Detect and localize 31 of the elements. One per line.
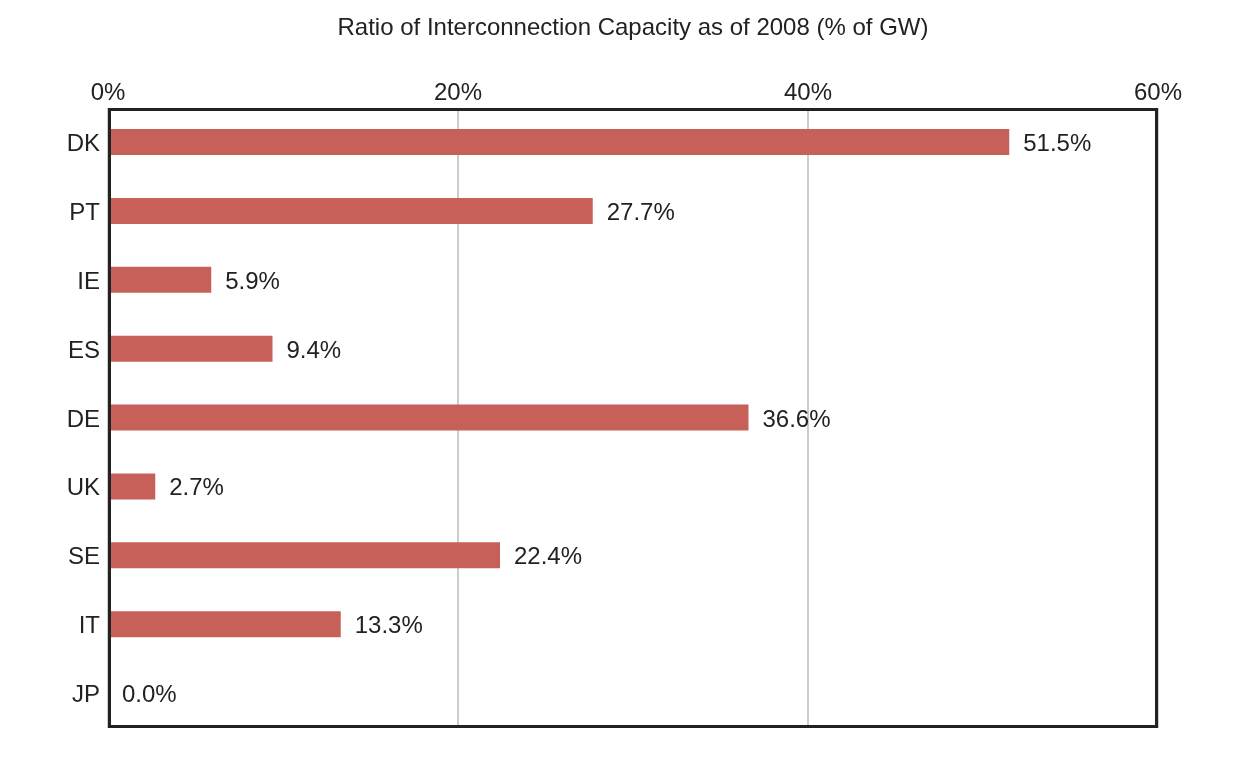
y-tick-label: DE bbox=[66, 404, 100, 432]
bar bbox=[108, 611, 341, 638]
data-label: 27.7% bbox=[606, 197, 675, 225]
bar bbox=[108, 335, 273, 362]
x-axis-title: Ratio of Interconnection Capacity as of 2008 (% of GW) bbox=[337, 13, 929, 41]
data-label: 5.9% bbox=[225, 266, 280, 294]
x-tick-label: 20% bbox=[433, 78, 483, 105]
bar bbox=[108, 542, 500, 569]
bar bbox=[108, 404, 749, 431]
y-tick-label: PT bbox=[69, 197, 101, 225]
y-tick-label: DK bbox=[66, 128, 100, 156]
data-label: 51.5% bbox=[1023, 128, 1092, 156]
data-label: 13.3% bbox=[354, 611, 423, 639]
y-tick-label: IT bbox=[78, 611, 101, 639]
x-tick-label: 0% bbox=[90, 78, 126, 105]
data-label: 2.7% bbox=[169, 473, 224, 501]
bar bbox=[108, 197, 593, 224]
y-tick-label: UK bbox=[66, 473, 100, 501]
y-tick-label: IE bbox=[77, 266, 100, 294]
data-label: 36.6% bbox=[762, 404, 831, 432]
data-label: 22.4% bbox=[514, 542, 583, 570]
y-tick-label: ES bbox=[67, 335, 100, 363]
bar bbox=[108, 266, 212, 293]
x-tick-label: 40% bbox=[783, 78, 833, 105]
x-tick-label: 60% bbox=[1133, 78, 1183, 105]
data-label: 0.0% bbox=[122, 680, 177, 708]
bar bbox=[108, 473, 156, 500]
y-tick-label: JP bbox=[71, 680, 100, 708]
y-tick-label: SE bbox=[67, 542, 100, 570]
bar bbox=[108, 129, 1010, 155]
data-label: 9.4% bbox=[286, 335, 342, 363]
